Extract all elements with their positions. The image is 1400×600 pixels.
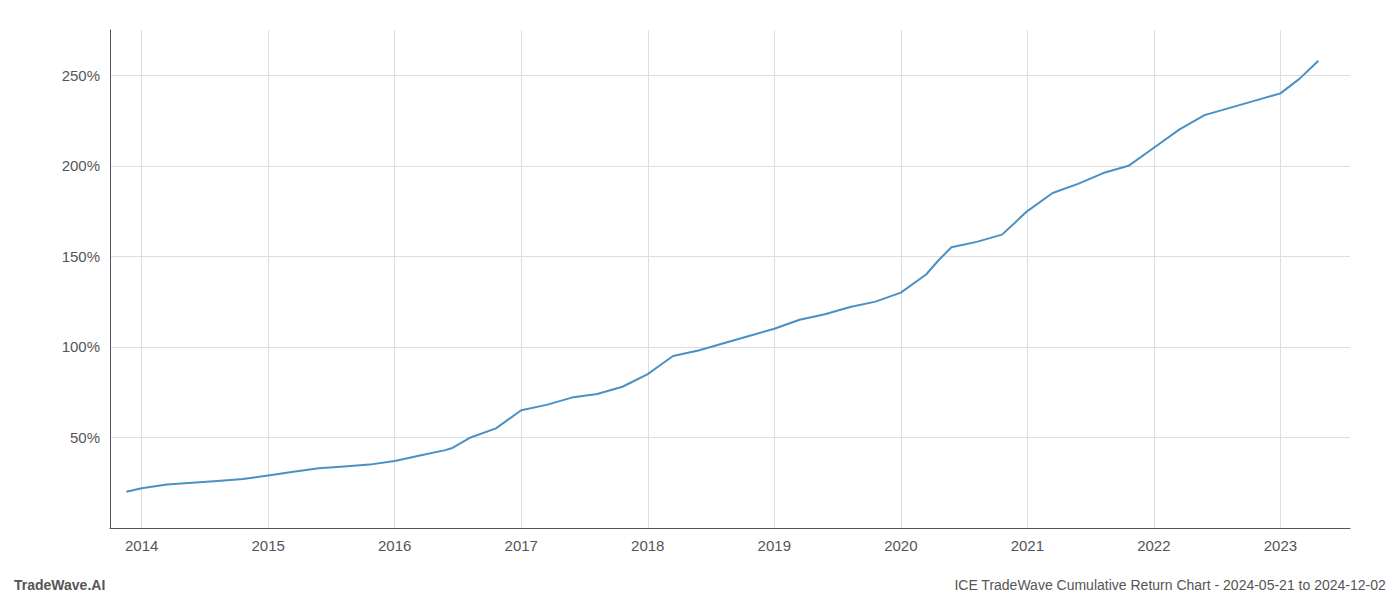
svg-text:2017: 2017 <box>505 537 538 554</box>
svg-text:250%: 250% <box>62 67 100 84</box>
svg-text:2019: 2019 <box>758 537 791 554</box>
svg-text:TradeWave.AI: TradeWave.AI <box>14 577 105 593</box>
svg-text:150%: 150% <box>62 248 100 265</box>
svg-text:100%: 100% <box>62 338 100 355</box>
svg-text:2022: 2022 <box>1137 537 1170 554</box>
svg-text:2014: 2014 <box>125 537 158 554</box>
svg-text:ICE TradeWave Cumulative Retur: ICE TradeWave Cumulative Return Chart - … <box>954 577 1386 593</box>
svg-text:50%: 50% <box>70 429 100 446</box>
svg-text:2021: 2021 <box>1011 537 1044 554</box>
svg-text:2016: 2016 <box>378 537 411 554</box>
svg-text:200%: 200% <box>62 157 100 174</box>
svg-text:2015: 2015 <box>251 537 284 554</box>
svg-text:2020: 2020 <box>884 537 917 554</box>
svg-text:2023: 2023 <box>1264 537 1297 554</box>
svg-text:2018: 2018 <box>631 537 664 554</box>
